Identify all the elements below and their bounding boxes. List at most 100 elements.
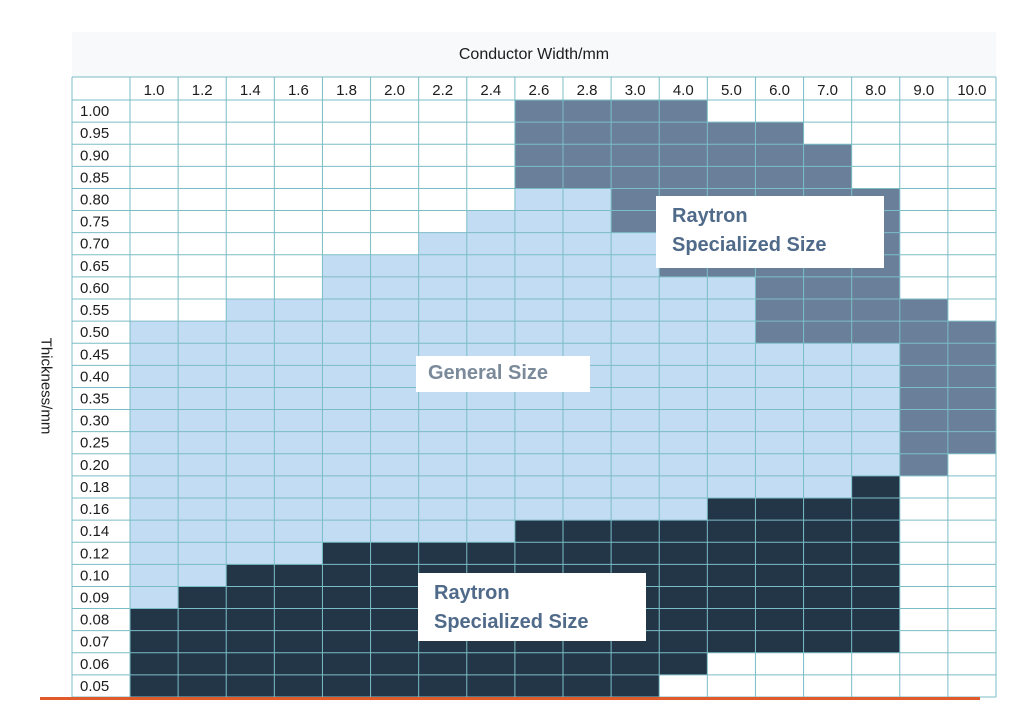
cell-0.25-1.8 [322, 431, 371, 454]
y-tick-label: 0.14 [80, 523, 109, 540]
cell-0.09-5.0 [707, 586, 756, 609]
cell-1.00-2.4 [466, 100, 515, 123]
cell-0.20-1.6 [274, 453, 323, 476]
cell-0.12-3.0 [611, 542, 660, 565]
cell-0.06-2.8 [563, 652, 612, 675]
cell-0.95-2.2 [418, 122, 467, 145]
cell-0.05-8.0 [851, 674, 900, 697]
cell-0.06-7.0 [803, 652, 852, 675]
cell-1.00-1.0 [130, 100, 179, 123]
cell-0.05-10.0 [947, 674, 996, 697]
cell-0.05-1.4 [226, 674, 275, 697]
cell-0.16-4.0 [659, 498, 708, 521]
cell-0.90-9.0 [899, 144, 948, 167]
cell-0.95-1.6 [274, 122, 323, 145]
cell-0.10-6.0 [755, 564, 804, 587]
y-tick-label: 0.45 [80, 346, 109, 363]
cell-0.05-4.0 [659, 674, 708, 697]
cell-0.50-2.4 [466, 321, 515, 344]
cell-0.12-9.0 [899, 542, 948, 565]
cell-1.00-8.0 [851, 100, 900, 123]
cell-0.50-3.0 [611, 321, 660, 344]
x-tick-label: 1.4 [240, 82, 261, 99]
cell-0.20-4.0 [659, 453, 708, 476]
cell-0.55-10.0 [947, 299, 996, 322]
cell-0.95-7.0 [803, 122, 852, 145]
cell-0.18-2.4 [466, 475, 515, 498]
cell-0.75-1.6 [274, 210, 323, 233]
cell-0.12-2.6 [514, 542, 563, 565]
cell-0.16-5.0 [707, 498, 756, 521]
cell-0.85-9.0 [899, 166, 948, 189]
cell-0.12-4.0 [659, 542, 708, 565]
cell-0.50-10.0 [947, 321, 996, 344]
cell-0.18-2.0 [370, 475, 419, 498]
cell-0.18-1.0 [130, 475, 179, 498]
cell-0.75-10.0 [947, 210, 996, 233]
cell-0.18-1.2 [178, 475, 227, 498]
cell-0.20-2.6 [514, 453, 563, 476]
cell-0.35-4.0 [659, 387, 708, 410]
cell-1.00-2.8 [563, 100, 612, 123]
cell-0.10-1.6 [274, 564, 323, 587]
cell-0.25-1.0 [130, 431, 179, 454]
cell-0.85-2.8 [563, 166, 612, 189]
y-tick-label: 0.25 [80, 435, 109, 452]
cell-0.75-2.0 [370, 210, 419, 233]
y-tick-label: 0.16 [80, 501, 109, 518]
cell-0.45-8.0 [851, 343, 900, 366]
cell-0.12-7.0 [803, 542, 852, 565]
cell-0.06-6.0 [755, 652, 804, 675]
cell-0.80-1.0 [130, 188, 179, 211]
y-tick-label: 0.90 [80, 147, 109, 164]
cell-0.55-1.6 [274, 299, 323, 322]
cell-1.00-1.6 [274, 100, 323, 123]
cell-0.16-1.4 [226, 498, 275, 521]
cell-0.85-3.0 [611, 166, 660, 189]
cell-0.65-2.0 [370, 254, 419, 277]
cell-0.45-1.0 [130, 343, 179, 366]
bottom-rule [40, 697, 980, 700]
cell-0.55-2.2 [418, 299, 467, 322]
cell-0.05-1.0 [130, 674, 179, 697]
cell-0.10-10.0 [947, 564, 996, 587]
cell-0.25-9.0 [899, 431, 948, 454]
x-tick-label: 7.0 [817, 82, 838, 99]
cell-0.35-6.0 [755, 387, 804, 410]
y-tick-label: 1.00 [80, 103, 109, 120]
cell-0.80-2.2 [418, 188, 467, 211]
cell-0.80-2.0 [370, 188, 419, 211]
cell-0.18-1.6 [274, 475, 323, 498]
cell-0.09-7.0 [803, 586, 852, 609]
cell-0.55-6.0 [755, 299, 804, 322]
cell-0.12-2.0 [370, 542, 419, 565]
y-tick-label: 0.40 [80, 368, 109, 385]
cell-1.00-1.8 [322, 100, 371, 123]
cell-0.65-3.0 [611, 254, 660, 277]
cell-0.30-2.2 [418, 409, 467, 432]
x-tick-label: 1.2 [192, 82, 213, 99]
cell-0.20-1.4 [226, 453, 275, 476]
cell-0.09-10.0 [947, 586, 996, 609]
cell-0.14-1.0 [130, 520, 179, 543]
cell-0.30-1.8 [322, 409, 371, 432]
cell-0.70-2.8 [563, 232, 612, 255]
cell-0.90-2.8 [563, 144, 612, 167]
cell-0.40-3.0 [611, 365, 660, 388]
raytron-specialized-size-label-lower: Raytron Specialized Size [418, 573, 646, 641]
cell-0.85-7.0 [803, 166, 852, 189]
cell-0.60-6.0 [755, 276, 804, 299]
cell-0.35-2.6 [514, 387, 563, 410]
cell-0.90-4.0 [659, 144, 708, 167]
cell-0.16-2.4 [466, 498, 515, 521]
cell-0.85-2.0 [370, 166, 419, 189]
x-tick-label: 8.0 [865, 82, 886, 99]
cell-0.35-5.0 [707, 387, 756, 410]
cell-0.35-1.8 [322, 387, 371, 410]
cell-0.65-9.0 [899, 254, 948, 277]
cell-0.25-6.0 [755, 431, 804, 454]
cell-0.05-9.0 [899, 674, 948, 697]
cell-0.07-1.8 [322, 630, 371, 653]
cell-0.45-7.0 [803, 343, 852, 366]
x-tick-label: 10.0 [957, 82, 986, 99]
